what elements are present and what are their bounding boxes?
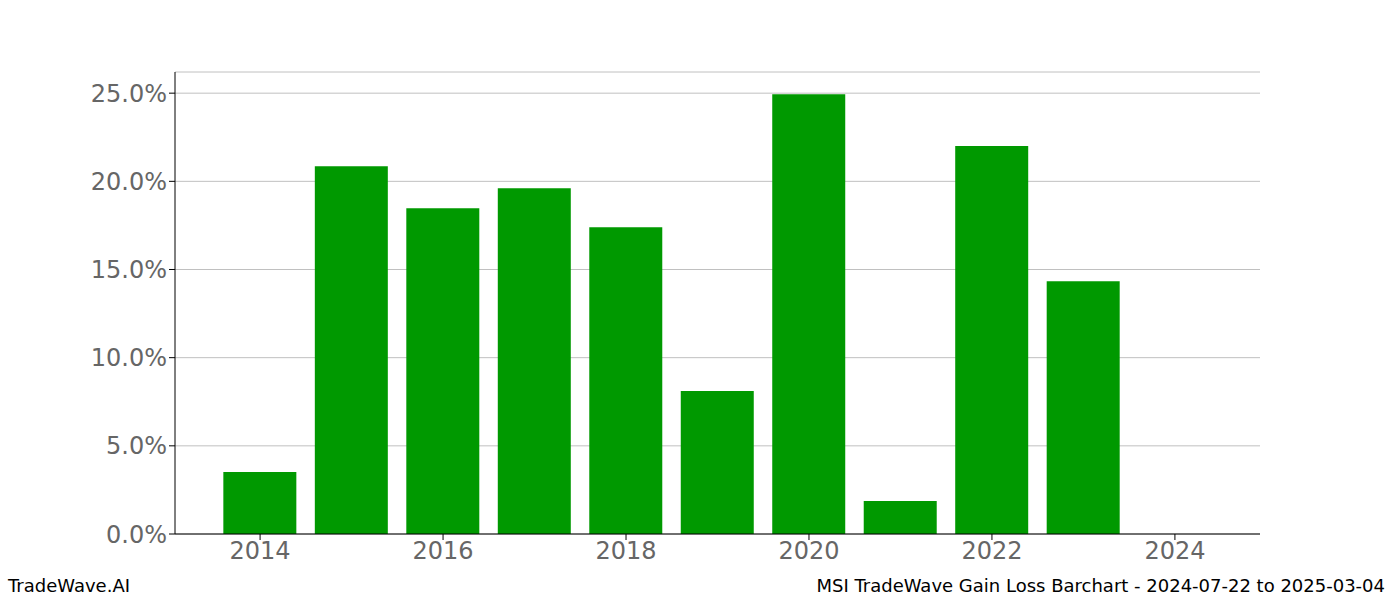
svg-text:15.0%: 15.0% <box>91 256 167 284</box>
svg-text:20.0%: 20.0% <box>91 168 167 196</box>
svg-text:2024: 2024 <box>1144 537 1205 565</box>
html-text:MSI TradeWave Gain Loss Barcha: MSI TradeWave Gain Loss Barchart - 2024-… <box>816 575 1385 596</box>
svg-text:2022: 2022 <box>961 537 1022 565</box>
svg-text:2018: 2018 <box>595 537 656 565</box>
svg-text:10.0%: 10.0% <box>91 344 167 372</box>
svg-text:2014: 2014 <box>230 537 291 565</box>
svg-text:2016: 2016 <box>413 537 474 565</box>
svg-text:25.0%: 25.0% <box>91 80 167 108</box>
svg-text:0.0%: 0.0% <box>106 521 167 549</box>
svg-text:2020: 2020 <box>778 537 839 565</box>
html-text:TradeWave.AI: TradeWave.AI <box>8 575 130 596</box>
svg-text:5.0%: 5.0% <box>106 432 167 460</box>
